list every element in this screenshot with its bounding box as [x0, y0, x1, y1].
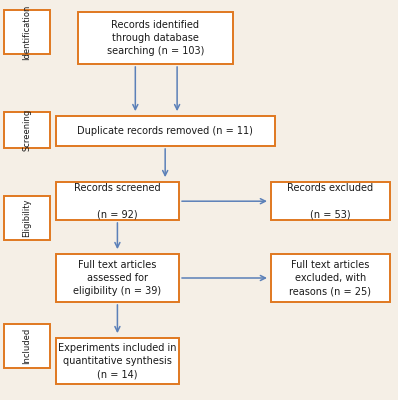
- Text: Records identified
through database
searching (n = 103): Records identified through database sear…: [107, 20, 204, 56]
- FancyBboxPatch shape: [56, 338, 179, 384]
- Text: Records excluded

(n = 53): Records excluded (n = 53): [287, 183, 373, 219]
- Text: Screening: Screening: [22, 109, 31, 151]
- FancyBboxPatch shape: [271, 182, 390, 220]
- Text: Included: Included: [22, 328, 31, 364]
- Text: Full text articles
excluded, with
reasons (n = 25): Full text articles excluded, with reason…: [289, 260, 371, 296]
- FancyBboxPatch shape: [78, 12, 233, 64]
- Text: Experiments included in
quantitative synthesis
(n = 14): Experiments included in quantitative syn…: [58, 343, 177, 379]
- Text: Full text articles
assessed for
eligibility (n = 39): Full text articles assessed for eligibil…: [73, 260, 162, 296]
- Text: Eligibility: Eligibility: [22, 199, 31, 237]
- Text: Identification: Identification: [22, 4, 31, 60]
- FancyBboxPatch shape: [56, 116, 275, 146]
- FancyBboxPatch shape: [4, 10, 50, 54]
- FancyBboxPatch shape: [4, 112, 50, 148]
- Text: Records screened

(n = 92): Records screened (n = 92): [74, 183, 161, 219]
- Text: Duplicate records removed (n = 11): Duplicate records removed (n = 11): [77, 126, 253, 136]
- FancyBboxPatch shape: [4, 324, 50, 368]
- FancyBboxPatch shape: [56, 254, 179, 302]
- FancyBboxPatch shape: [271, 254, 390, 302]
- FancyBboxPatch shape: [4, 196, 50, 240]
- FancyBboxPatch shape: [56, 182, 179, 220]
